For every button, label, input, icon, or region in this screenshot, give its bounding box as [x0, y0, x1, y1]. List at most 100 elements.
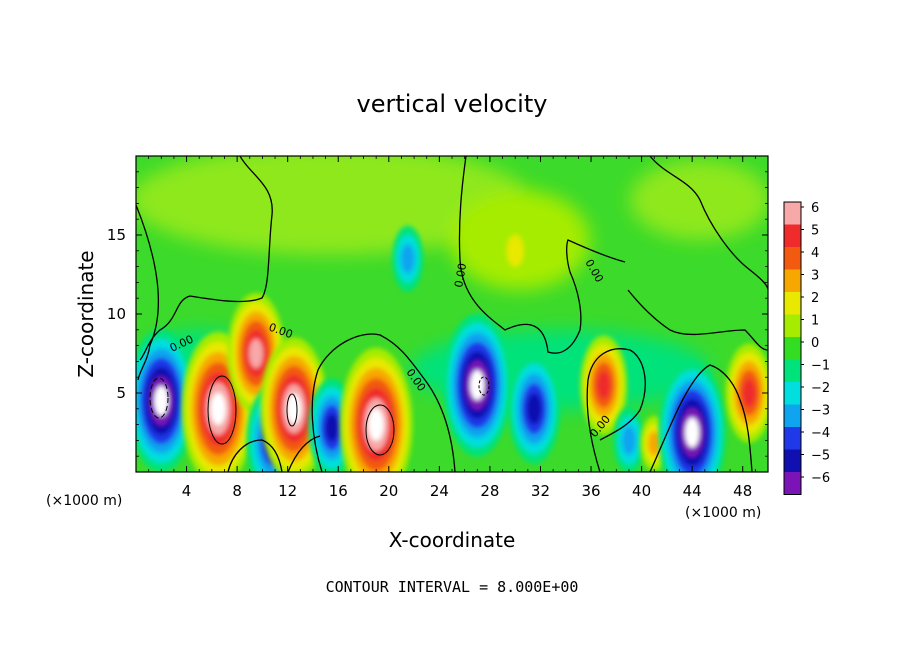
upper-field-light-zone [136, 156, 530, 255]
contour-zero-right [586, 348, 646, 472]
colorbar-swatch [784, 382, 801, 405]
colorbar-frame [783, 201, 802, 495]
colorbar-swatch [784, 359, 801, 382]
colorbar-label: 6 [811, 201, 819, 216]
cell-ring [742, 378, 756, 408]
contour-zero-lower-right [649, 364, 753, 472]
inner-contour-downdraft-28 [478, 376, 490, 396]
colorbar-label: −5 [811, 449, 830, 464]
x-tick-label: 32 [531, 482, 550, 500]
x-tick-label: 40 [632, 482, 651, 500]
colorbar-label: −1 [811, 359, 830, 374]
plot-area: 0.00 0.00 0.00 0.00 0.00 0.00 [136, 156, 768, 472]
downdraft-cell [392, 225, 424, 292]
updraft-cell [725, 343, 768, 443]
downdraft-cell [508, 353, 561, 464]
x-axis: 4 8 12 16 20 24 28 32 36 40 44 48 [148, 156, 756, 500]
contour-zero-small-left [227, 439, 283, 472]
contour-zero-left-upper [139, 156, 273, 361]
inner-contour-left-downdraft [149, 377, 169, 419]
updraft-cell [580, 335, 628, 435]
downdraft-cell [136, 329, 196, 472]
x-tick-label: 16 [329, 482, 348, 500]
colorbar: 6 5 4 3 2 1 0 −1 −2 −3 −4 −5 −6 [783, 201, 830, 495]
cell-ring [325, 413, 339, 442]
colorbar-swatch [784, 404, 801, 427]
contour-zero-left [136, 204, 160, 381]
colorbar-label: 4 [811, 246, 819, 261]
colorbar-swatch [784, 202, 801, 225]
velocity-cells [136, 224, 768, 472]
inner-contours [149, 375, 490, 456]
colorbar-label: 5 [811, 224, 819, 239]
x-tick-label: 44 [683, 482, 702, 500]
x-tick-label: 20 [379, 482, 398, 500]
x-tick-label: 4 [182, 482, 192, 500]
updraft-cell [181, 331, 255, 472]
updraft-cell [339, 347, 413, 472]
colorbar-label: −4 [811, 426, 830, 441]
colorbar-swatch [784, 449, 801, 472]
x-unit-right: (×1000 m) [685, 505, 761, 521]
cell-ring [526, 393, 542, 425]
cell-ring [506, 234, 524, 267]
contour-interval-note: CONTOUR INTERVAL = 8.000E+00 [326, 578, 579, 596]
cell-ring [648, 431, 661, 456]
downdraft-cell [613, 407, 645, 472]
cell-ring [154, 385, 169, 416]
cell-ring [249, 338, 264, 369]
contour-label: 0.00 [452, 262, 469, 288]
colorbar-swatch [784, 292, 801, 315]
cell-ring [470, 370, 485, 401]
colorbar-label: 2 [811, 291, 819, 306]
x-tick-label: 24 [430, 482, 449, 500]
colorbar-label: −3 [811, 404, 830, 419]
contour-zero-far-right [649, 156, 768, 291]
colorbar-label: 0 [811, 336, 819, 351]
y-tick-label: 10 [107, 305, 126, 323]
cell-ring [368, 408, 384, 441]
y-tick-label: 15 [107, 226, 126, 244]
colorbar-swatch [784, 224, 801, 247]
cell-ring [210, 392, 226, 426]
colorbar-swatch [784, 247, 801, 270]
colorbar-label: −6 [811, 471, 830, 486]
colorbar-swatch [784, 472, 801, 495]
inner-contour-updraft-2 [286, 393, 298, 427]
contour-zero-mid-lower [287, 435, 321, 472]
x-tick-label: 8 [232, 482, 242, 500]
inner-contour-updraft-3 [365, 404, 395, 456]
colorbar-swatch [784, 337, 801, 360]
x-tick-label: 12 [278, 482, 297, 500]
x-tick-label: 36 [581, 482, 600, 500]
cell-ring [400, 244, 415, 274]
y-tick-label: 5 [116, 384, 126, 402]
contour-zero-right-band [627, 289, 768, 351]
cell-ring [622, 425, 636, 456]
x-tick-label: 48 [733, 482, 752, 500]
contour-zero-center-cell [311, 333, 456, 472]
y-axis: 5 10 15 [107, 171, 768, 457]
updraft-cell [260, 337, 328, 472]
colorbar-label: −2 [811, 381, 830, 396]
updraft-cell [501, 224, 530, 277]
colorbar-swatch [784, 427, 801, 450]
upper-right-light-zone-2 [630, 160, 768, 240]
x-tick-label: 28 [480, 482, 499, 500]
downdraft-cell [443, 313, 512, 457]
chart-title: vertical velocity [357, 90, 548, 118]
contour-lines [136, 156, 768, 472]
downdraft-cell [658, 361, 726, 472]
colorbar-label: 1 [811, 314, 819, 329]
cell-ring [685, 417, 700, 448]
y-axis-label: Z-coordinate [74, 250, 98, 377]
colorbar-swatch [784, 269, 801, 292]
cell-ring [596, 370, 611, 400]
inner-contour-updraft-1 [207, 375, 237, 445]
colorbar-swatch [784, 314, 801, 337]
colorbar-label: 3 [811, 269, 819, 284]
cell-ring [286, 393, 302, 424]
x-axis-label: X-coordinate [389, 528, 516, 552]
x-unit-left: (×1000 m) [46, 493, 122, 509]
